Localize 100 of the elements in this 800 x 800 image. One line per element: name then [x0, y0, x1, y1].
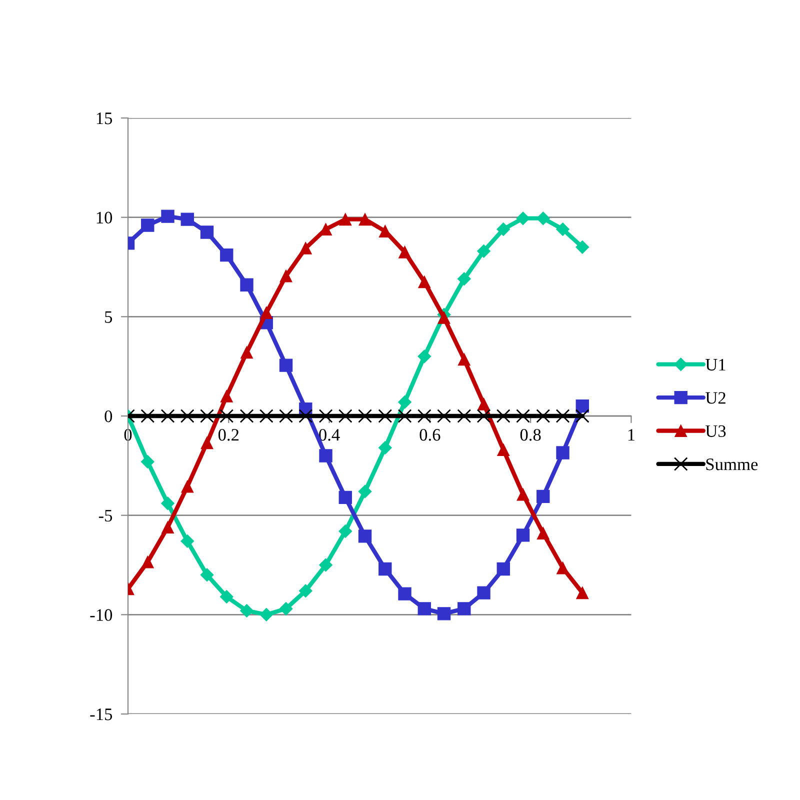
- point: [181, 480, 194, 493]
- point: [398, 246, 412, 258]
- point: [496, 222, 510, 236]
- y-tick-label: -5: [98, 510, 112, 522]
- point: [338, 409, 352, 423]
- point: [259, 409, 274, 423]
- x-tick-label: 0.2: [218, 429, 239, 441]
- point: [280, 270, 292, 282]
- point: [378, 562, 392, 576]
- point: [240, 604, 254, 618]
- point: [398, 587, 412, 600]
- point: [338, 524, 352, 538]
- point: [180, 409, 194, 423]
- point: [576, 399, 589, 413]
- point: [457, 272, 471, 286]
- y-tick-label: 10: [96, 212, 112, 224]
- point: [200, 226, 214, 239]
- point: [496, 562, 510, 576]
- point: [358, 409, 372, 423]
- point: [240, 346, 254, 359]
- point: [298, 409, 313, 423]
- y-tick-label: 5: [105, 311, 112, 323]
- point: [299, 242, 312, 254]
- legend-label: Summe: [706, 458, 758, 470]
- x-tick-label: 0.6: [420, 429, 440, 441]
- legend-label: U3: [706, 425, 726, 438]
- point: [180, 212, 194, 226]
- point: [240, 278, 254, 292]
- point: [536, 526, 550, 540]
- point: [438, 311, 450, 324]
- point: [338, 490, 352, 504]
- point: [200, 436, 214, 450]
- point: [477, 244, 490, 258]
- point: [516, 528, 530, 542]
- point: [418, 350, 432, 364]
- point: [260, 608, 274, 622]
- point: [319, 558, 332, 572]
- point: [417, 409, 432, 423]
- point: [536, 409, 550, 423]
- point: [141, 218, 154, 232]
- point: [556, 562, 570, 574]
- point: [556, 222, 570, 236]
- point: [161, 496, 174, 510]
- y-tick-label: 0: [104, 410, 112, 422]
- point: [496, 409, 510, 423]
- point: [279, 358, 293, 372]
- point: [437, 607, 451, 620]
- point: [358, 484, 372, 498]
- point: [536, 212, 550, 226]
- point: [220, 590, 234, 604]
- point: [160, 409, 175, 423]
- legend-label: U1: [706, 358, 726, 371]
- point: [378, 441, 392, 455]
- point: [279, 409, 293, 423]
- point: [556, 409, 570, 423]
- point: [458, 602, 471, 616]
- point: [418, 602, 431, 616]
- point: [162, 521, 174, 534]
- point: [140, 454, 154, 468]
- point: [575, 409, 590, 423]
- point: [180, 534, 194, 548]
- point: [398, 409, 412, 423]
- point: [477, 586, 490, 600]
- point: [358, 213, 372, 226]
- legend-label: U2: [706, 392, 726, 404]
- point: [161, 210, 174, 223]
- point: [437, 409, 451, 423]
- point: [200, 409, 214, 423]
- point: [418, 276, 431, 288]
- point: [497, 444, 510, 456]
- y-tick-label: -10: [90, 609, 112, 621]
- point: [200, 568, 214, 582]
- point: [516, 409, 530, 423]
- y-tick-label: 15: [96, 112, 112, 124]
- point: [378, 409, 392, 423]
- x-tick-label: 0: [124, 429, 132, 441]
- point: [279, 602, 293, 616]
- point: [220, 248, 234, 262]
- point: [476, 409, 491, 423]
- point: [319, 449, 332, 462]
- x-tick-label: 0.4: [319, 429, 340, 441]
- point: [298, 584, 312, 598]
- x-tick-label: 1: [628, 429, 634, 441]
- point: [140, 409, 155, 423]
- x-tick-label: 0.8: [520, 429, 541, 441]
- point: [220, 390, 233, 402]
- point: [536, 490, 550, 504]
- point: [398, 395, 412, 409]
- point: [516, 488, 530, 501]
- point: [576, 586, 589, 600]
- point: [457, 409, 472, 423]
- point: [339, 213, 352, 226]
- y-tick-label: -15: [90, 708, 112, 720]
- point: [141, 556, 154, 568]
- point: [240, 409, 254, 423]
- point: [556, 446, 570, 460]
- point: [458, 353, 470, 366]
- point: [260, 306, 273, 319]
- point: [220, 409, 234, 423]
- point: [318, 409, 333, 423]
